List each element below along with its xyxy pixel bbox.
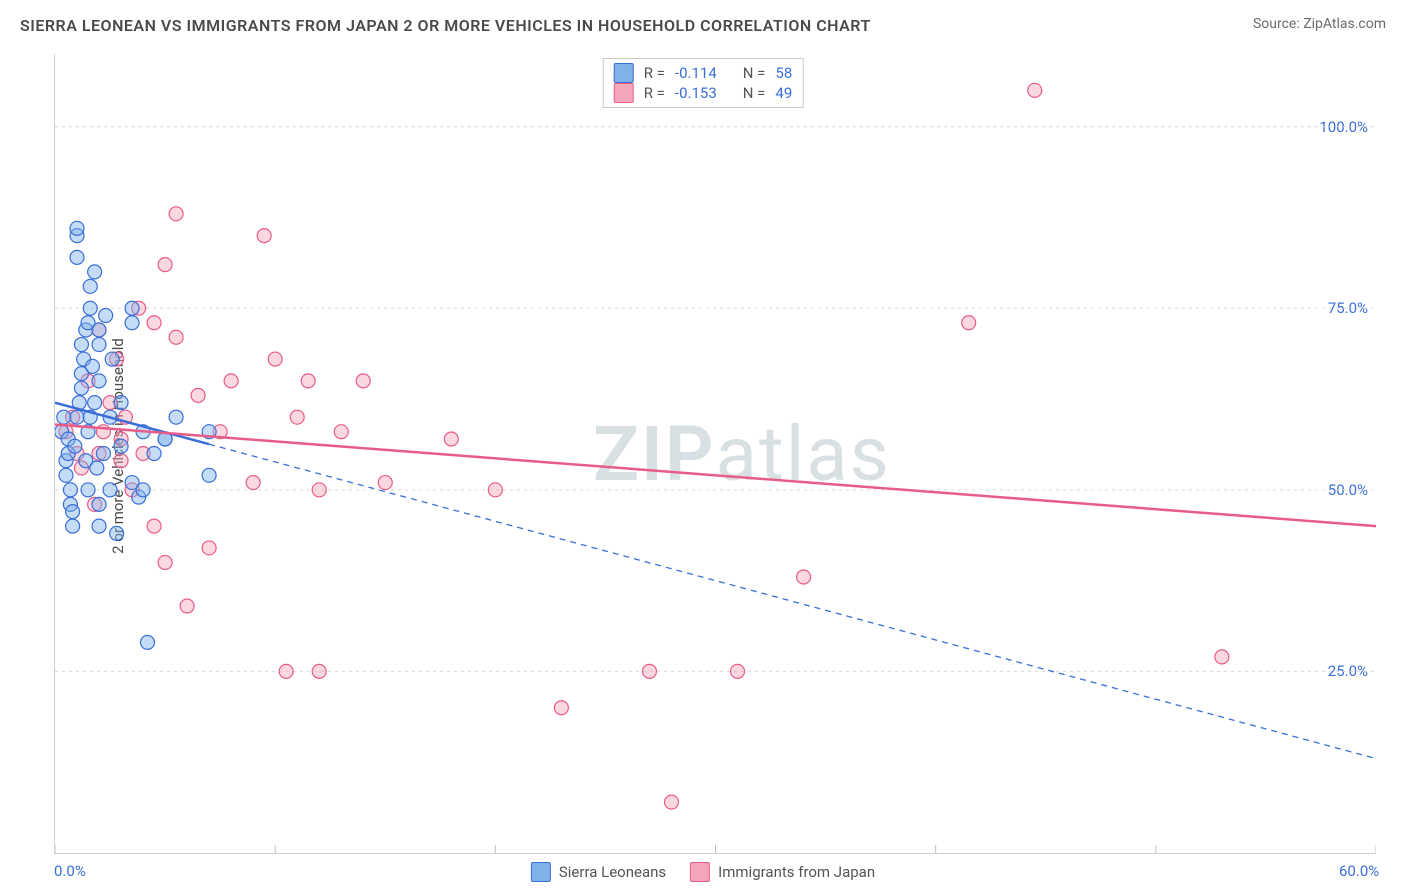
scatter-plot-svg bbox=[55, 54, 1376, 853]
legend-row-a: R = -0.114 N = 58 bbox=[614, 63, 793, 83]
legend-row-b: R = -0.153 N = 49 bbox=[614, 83, 793, 103]
legend-item-a: Sierra Leoneans bbox=[531, 862, 666, 882]
x-tick-label: 0.0% bbox=[54, 862, 86, 880]
correlation-legend: R = -0.114 N = 58 R = -0.153 N = 49 bbox=[603, 58, 804, 108]
series-legend: Sierra Leoneans Immigrants from Japan bbox=[531, 862, 875, 882]
n-value-a: 58 bbox=[775, 64, 792, 82]
legend-label-a: Sierra Leoneans bbox=[559, 863, 666, 881]
swatch-a-icon bbox=[614, 63, 634, 83]
r-label: R = bbox=[644, 64, 665, 82]
legend-label-b: Immigrants from Japan bbox=[718, 863, 875, 881]
source-attribution: Source: ZipAtlas.com bbox=[1253, 16, 1386, 32]
legend-item-b: Immigrants from Japan bbox=[690, 862, 875, 882]
n-value-b: 49 bbox=[775, 84, 792, 102]
chart-title: SIERRA LEONEAN VS IMMIGRANTS FROM JAPAN … bbox=[20, 16, 871, 35]
swatch-b-icon bbox=[690, 862, 710, 882]
r-value-b: -0.153 bbox=[675, 84, 717, 102]
n-label: N = bbox=[743, 64, 766, 82]
n-label: N = bbox=[743, 84, 766, 102]
r-value-a: -0.114 bbox=[675, 64, 717, 82]
x-tick-label: 60.0% bbox=[1339, 862, 1379, 880]
swatch-b-icon bbox=[614, 83, 634, 103]
swatch-a-icon bbox=[531, 862, 551, 882]
r-label: R = bbox=[644, 84, 665, 102]
chart-plot-area: ZIPatlas bbox=[54, 54, 1376, 854]
